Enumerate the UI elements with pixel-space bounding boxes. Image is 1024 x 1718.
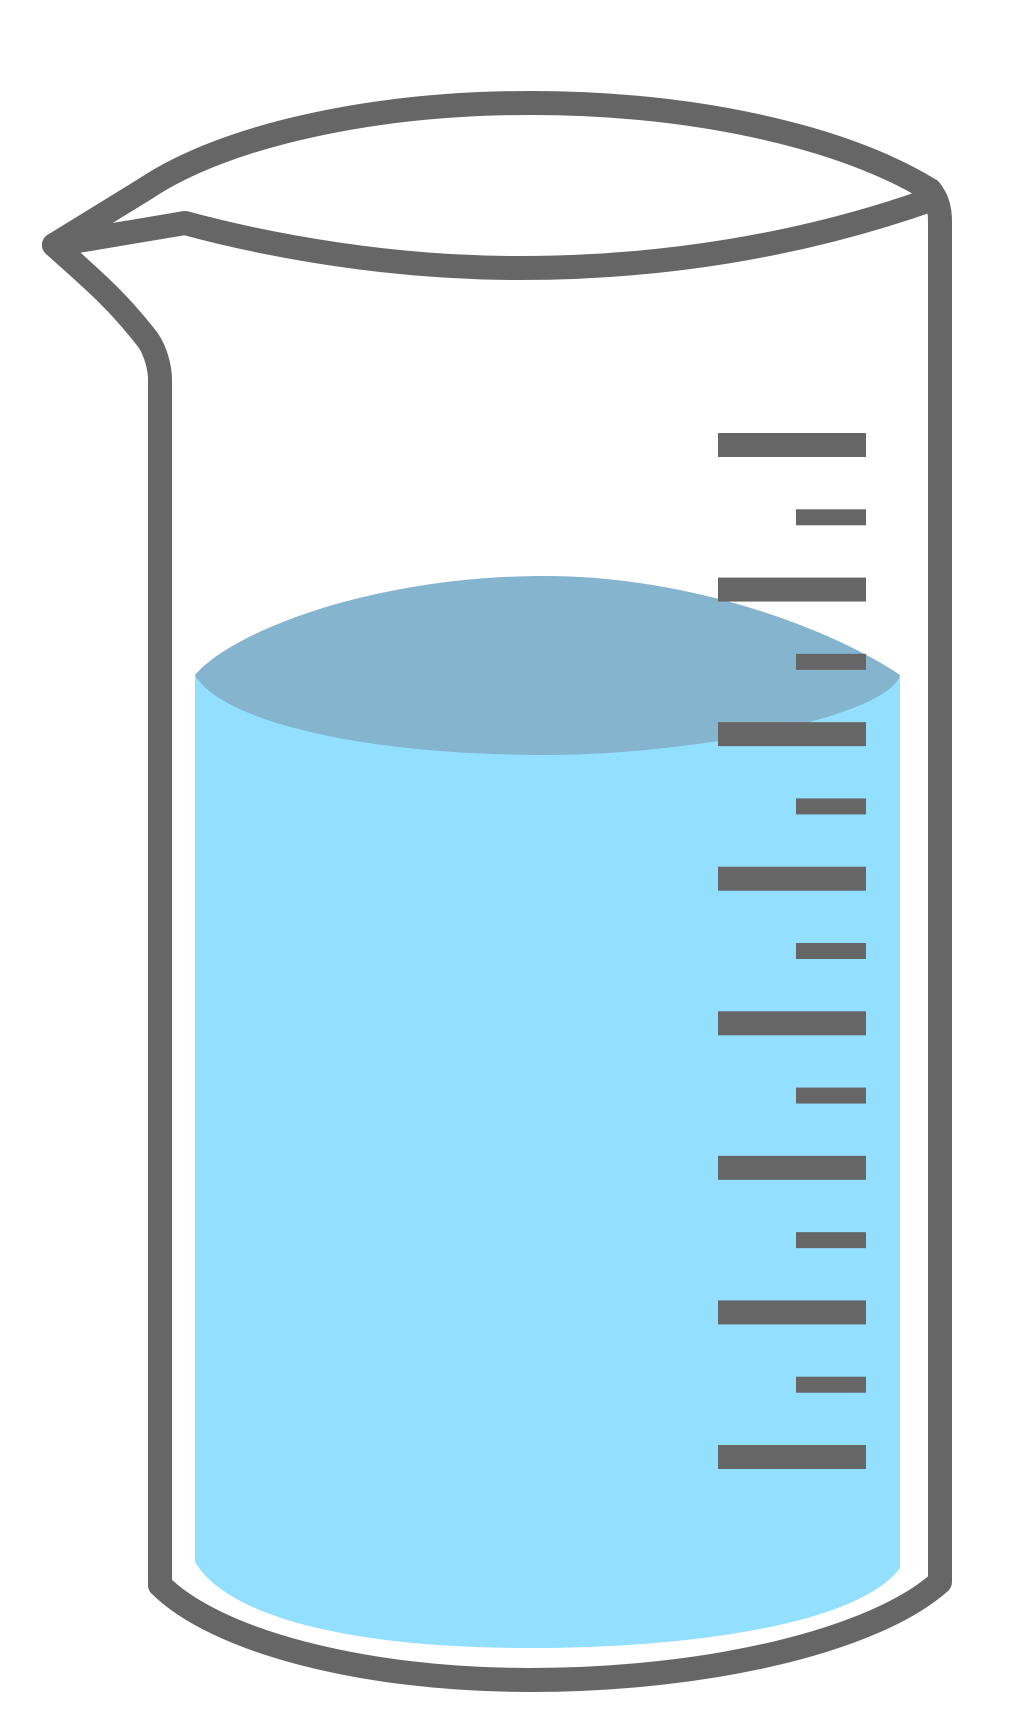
beaker-rim-back: [42, 91, 942, 257]
graduation-scale: [718, 433, 866, 1469]
minor-tick-4: [796, 943, 866, 959]
minor-tick-5: [796, 1087, 866, 1104]
beaker-right-wall: [918, 178, 952, 1592]
major-tick-4: [718, 866, 866, 891]
major-tick-8: [718, 1445, 866, 1469]
beaker-left-wall: [42, 233, 172, 1597]
beaker-bottom: [148, 1570, 952, 1692]
beaker-rim-front: [42, 188, 942, 280]
major-tick-7: [718, 1300, 866, 1325]
major-tick-1: [718, 433, 866, 457]
major-tick-3: [718, 722, 866, 747]
major-tick-6: [718, 1155, 866, 1180]
major-tick-2: [718, 577, 866, 602]
minor-tick-7: [796, 1376, 866, 1393]
minor-tick-2: [796, 653, 866, 670]
major-tick-5: [718, 1011, 866, 1036]
beaker-outline: [42, 91, 952, 1692]
minor-tick-1: [796, 509, 866, 526]
liquid-surface: [195, 576, 900, 755]
liquid-body: [195, 675, 900, 1648]
minor-tick-3: [796, 798, 866, 815]
minor-tick-6: [796, 1232, 866, 1249]
